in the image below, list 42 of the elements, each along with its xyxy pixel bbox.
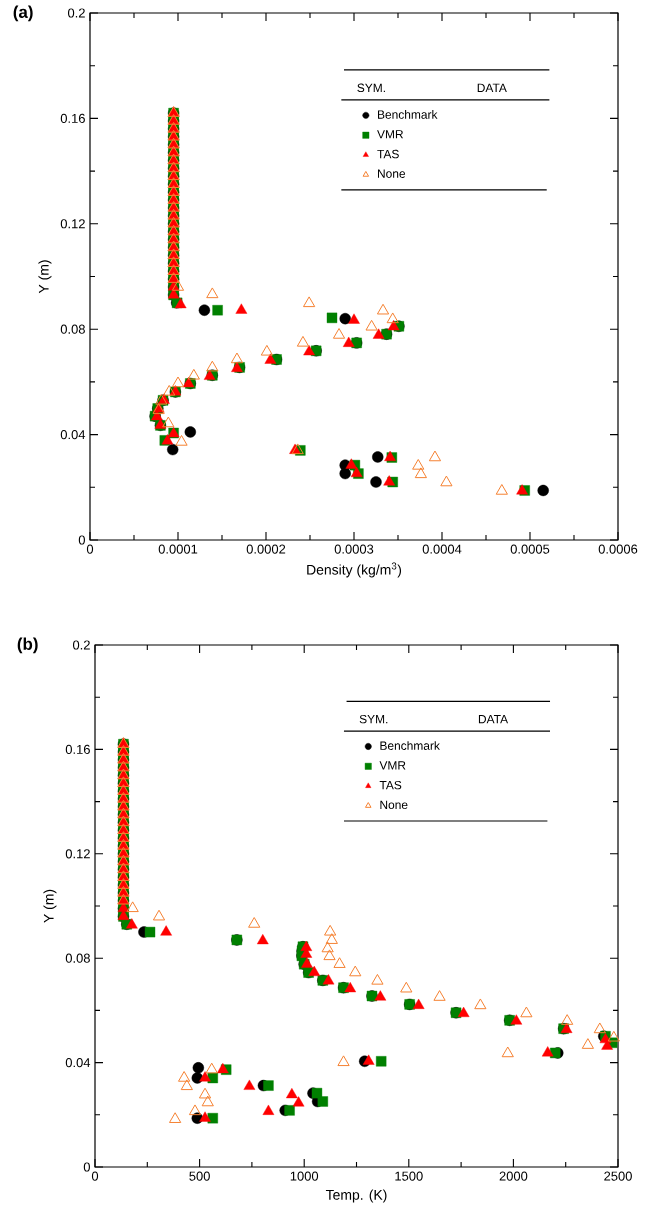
legend-label: VMR xyxy=(377,130,404,139)
y-tick-label: 0.04 xyxy=(65,1058,91,1068)
y-tick-label: 0.16 xyxy=(65,744,90,754)
y-axis-title: Y (m) xyxy=(43,889,57,923)
x-axis-title: Temp. (K) xyxy=(325,1189,387,1203)
legend-label: TAS xyxy=(377,149,399,159)
y-tick-label: 0 xyxy=(78,535,85,545)
x-tick-label: 2500 xyxy=(604,1171,632,1181)
y-tick-label: 0.12 xyxy=(65,849,90,859)
x-tick-label: 0.0005 xyxy=(510,544,550,554)
y-tick-label: 0.2 xyxy=(67,8,85,18)
y-tick-label: 0.08 xyxy=(60,324,85,334)
legend-label: VMR xyxy=(379,761,406,770)
x-tick-label: 0.0003 xyxy=(334,544,374,554)
legend-label: Benchmark xyxy=(380,741,440,750)
annotation: SYM. xyxy=(357,83,385,93)
legend-label: Benchmark xyxy=(378,110,438,119)
y-tick-label: 0.16 xyxy=(60,113,85,123)
y-tick-label: 0.2 xyxy=(72,640,90,650)
x-tick-label: 0.0004 xyxy=(422,544,462,554)
annotation: DATA xyxy=(477,83,507,92)
x-tick-label: 0.0002 xyxy=(246,544,286,554)
y-tick-label: 0.08 xyxy=(65,953,90,963)
legend-label: None xyxy=(378,169,406,178)
x-tick-label: 1000 xyxy=(290,1171,319,1181)
chart-title: (b) xyxy=(17,637,38,654)
chart-title: (a) xyxy=(13,5,33,22)
legend-label: None xyxy=(380,800,408,809)
annotation: DATA xyxy=(478,715,509,724)
x-tick-label: 1500 xyxy=(395,1171,423,1181)
y-tick-label: 0.12 xyxy=(60,219,85,229)
x-tick-label: 0 xyxy=(91,1171,99,1181)
x-tick-label: 0.0006 xyxy=(598,544,638,554)
x-tick-label: 0.0001 xyxy=(158,544,198,554)
legend-label: TAS xyxy=(379,780,402,790)
x-tick-label: 2000 xyxy=(499,1171,528,1181)
y-axis-title: Y (m) xyxy=(38,260,52,294)
y-tick-label: 0.04 xyxy=(60,430,86,440)
annotation: SYM. xyxy=(359,714,388,724)
x-tick-label: 500 xyxy=(189,1171,210,1181)
x-axis-title: Density (kg/m$^{3}$) xyxy=(307,562,402,578)
y-tick-label: 0 xyxy=(83,1162,90,1172)
